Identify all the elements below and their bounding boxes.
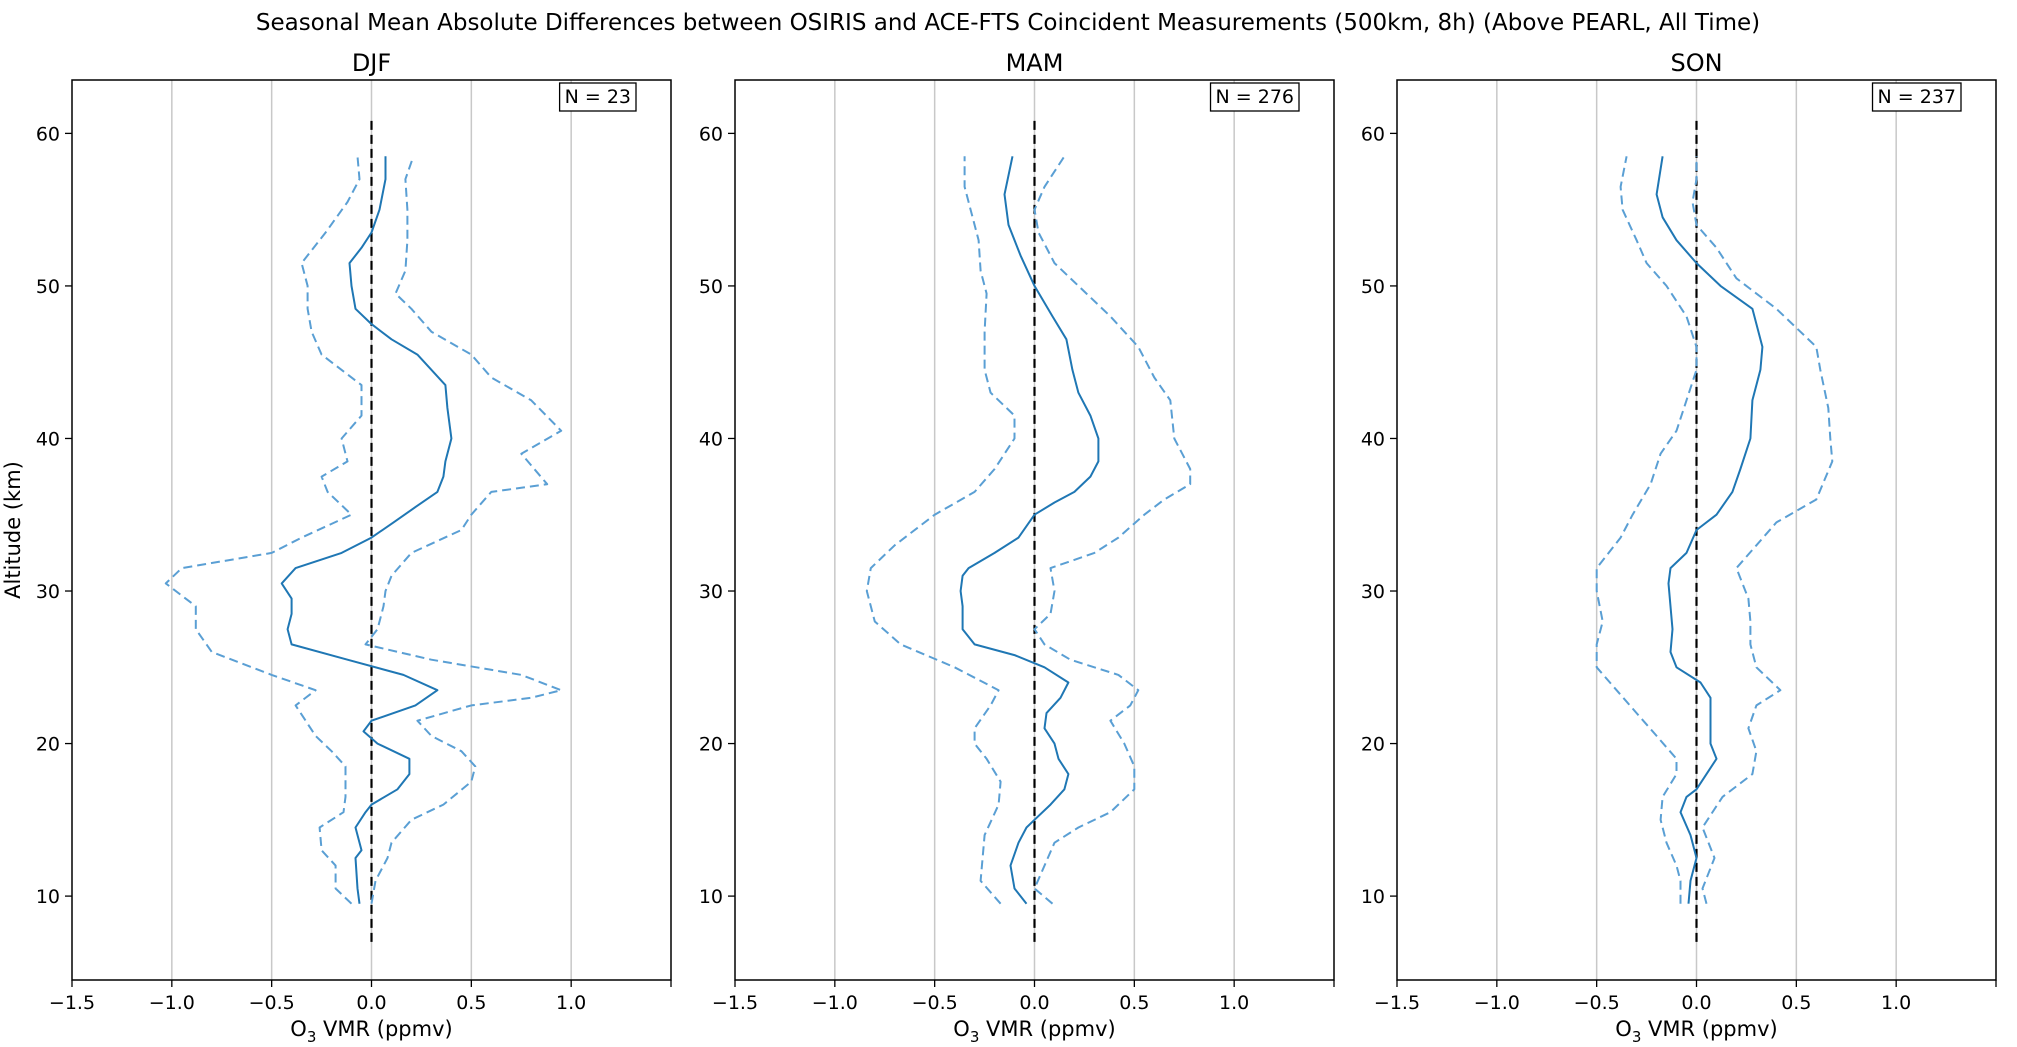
series-spread-line bbox=[164, 156, 363, 905]
x-tick-label: 0.5 bbox=[1781, 992, 1811, 1014]
y-tick-label: 50 bbox=[699, 276, 723, 298]
sample-count-box bbox=[558, 82, 637, 112]
sample-count-annotation: N = 23 bbox=[558, 82, 637, 112]
series-mean-line bbox=[1655, 156, 1764, 904]
y-tick-label: 40 bbox=[1361, 428, 1385, 450]
x-tick-label: −1.5 bbox=[49, 992, 95, 1014]
x-tick-label: 1.0 bbox=[556, 992, 586, 1014]
y-tick-label: 30 bbox=[1361, 581, 1385, 603]
x-tick-label: −1.0 bbox=[1474, 992, 1520, 1014]
y-tick-label: 10 bbox=[36, 886, 60, 908]
x-tick-label: 0.5 bbox=[456, 992, 486, 1014]
x-tick-label: −1.0 bbox=[812, 992, 858, 1014]
series-spread-line bbox=[1595, 156, 1698, 904]
sample-count-box bbox=[1209, 82, 1300, 112]
y-tick-label: 20 bbox=[1361, 734, 1385, 756]
x-axis-label: O3 VMR (ppmv) bbox=[290, 1017, 452, 1046]
y-tick-label: 20 bbox=[36, 734, 60, 756]
x-tick-label: 0.0 bbox=[1019, 992, 1049, 1014]
y-tick-label: 20 bbox=[699, 734, 723, 756]
x-tick-label: 1.0 bbox=[1219, 992, 1249, 1014]
y-tick-label: 50 bbox=[1361, 276, 1385, 298]
panel-title: MAM bbox=[1006, 49, 1064, 77]
series-mean-line bbox=[959, 156, 1100, 905]
figure-title: Seasonal Mean Absolute Differences betwe… bbox=[256, 10, 1760, 36]
panels: −1.5 −1.0 −0.5 0.0 0.5 1.0 10 20 30 40 50 60 DJF O3 V… bbox=[1, 49, 1997, 1046]
y-tick-label: 60 bbox=[1361, 123, 1385, 145]
x-tick-label: −1.0 bbox=[149, 992, 195, 1014]
y-tick-label: 40 bbox=[699, 428, 723, 450]
y-axis-label: Altitude (km) bbox=[1, 461, 25, 599]
sample-count-text: N = 237 bbox=[1878, 86, 1956, 108]
sample-count-annotation: N = 276 bbox=[1209, 82, 1300, 112]
x-tick-label: 0.0 bbox=[356, 992, 386, 1014]
x-tick-label: −1.5 bbox=[712, 992, 758, 1014]
y-tick-label: 30 bbox=[36, 581, 60, 603]
series-spread-line bbox=[1691, 156, 1834, 904]
panel-son: −1.5 −1.0 −0.5 0.0 0.5 1.0 10 20 30 40 50 60 SON O3 V… bbox=[1361, 49, 1997, 1046]
panel-title: DJF bbox=[352, 49, 391, 77]
panel-djf: −1.5 −1.0 −0.5 0.0 0.5 1.0 10 20 30 40 50 60 DJF O3 V… bbox=[1, 49, 672, 1046]
x-tick-label: 1.0 bbox=[1881, 992, 1911, 1014]
sample-count-text: N = 23 bbox=[565, 86, 631, 108]
series-spread-line bbox=[1033, 155, 1192, 905]
x-tick-label: −0.5 bbox=[912, 992, 958, 1014]
x-axis-label: O3 VMR (ppmv) bbox=[953, 1017, 1115, 1046]
series-spread-line bbox=[865, 156, 1016, 905]
y-tick-label: 40 bbox=[36, 428, 60, 450]
y-tick-label: 30 bbox=[699, 581, 723, 603]
y-tick-label: 10 bbox=[699, 886, 723, 908]
x-tick-label: −0.5 bbox=[1574, 992, 1620, 1014]
x-tick-label: 0.0 bbox=[1681, 992, 1711, 1014]
y-tick-label: 60 bbox=[36, 123, 60, 145]
panel-title: SON bbox=[1670, 49, 1722, 77]
x-tick-label: −0.5 bbox=[249, 992, 295, 1014]
x-tick-label: −1.5 bbox=[1374, 992, 1420, 1014]
x-tick-label: 0.5 bbox=[1119, 992, 1149, 1014]
x-axis-label: O3 VMR (ppmv) bbox=[1615, 1017, 1777, 1046]
series-mean-line bbox=[280, 156, 453, 904]
y-tick-label: 60 bbox=[699, 123, 723, 145]
y-tick-label: 50 bbox=[36, 276, 60, 298]
series-spread-line bbox=[364, 155, 563, 904]
sample-count-annotation: N = 237 bbox=[1871, 82, 1962, 112]
y-tick-label: 10 bbox=[1361, 886, 1385, 908]
sample-count-box bbox=[1871, 82, 1962, 112]
panel-mam: −1.5 −1.0 −0.5 0.0 0.5 1.0 10 20 30 40 50 60 MAM O3 V… bbox=[699, 49, 1335, 1046]
sample-count-text: N = 276 bbox=[1216, 86, 1294, 108]
